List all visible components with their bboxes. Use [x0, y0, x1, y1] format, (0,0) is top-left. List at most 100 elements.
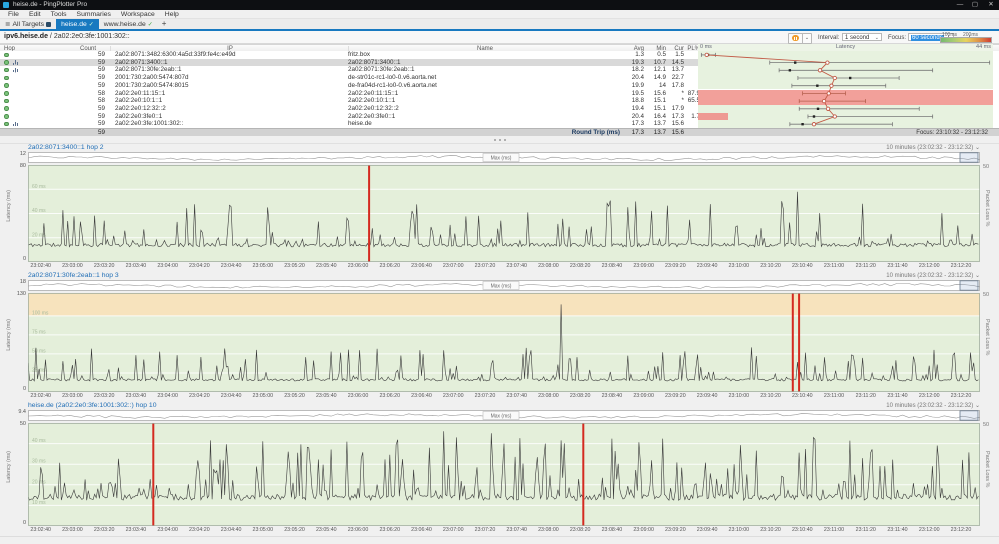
- close-button[interactable]: ✕: [984, 0, 998, 10]
- menu-edit[interactable]: Edit: [24, 10, 46, 19]
- x-axis-tick: 23:09:00: [629, 263, 659, 269]
- x-axis-tick: 23:03:40: [121, 527, 151, 533]
- x-axis-tick: 23:11:40: [882, 263, 912, 269]
- cell-name: 2a02:8071:3400::1: [348, 59, 618, 67]
- tab-all-targets[interactable]: ≣ All Targets: [0, 19, 56, 29]
- x-axis-tick: 23:10:00: [724, 527, 754, 533]
- cell-ip: 2a02:2e0:3fe0::1: [115, 113, 345, 121]
- interval-label: Interval:: [818, 35, 839, 41]
- pane-splitter[interactable]: [0, 136, 999, 144]
- cell-count: 59: [60, 66, 105, 74]
- trace-running-icon: ✓: [89, 21, 94, 28]
- x-axis-tick: 23:10:00: [724, 393, 754, 399]
- menu-summaries[interactable]: Summaries: [72, 10, 116, 19]
- x-axis-tick: 23:07:00: [438, 263, 468, 269]
- x-axis-tick: 23:11:20: [851, 527, 881, 533]
- x-axis-tick: 23:02:40: [26, 263, 56, 269]
- cell-cur: 17.8: [668, 82, 684, 90]
- cell-min: 0.5: [646, 51, 666, 59]
- cell-min: 13.7: [646, 120, 666, 128]
- x-axis-tick: 23:10:20: [756, 527, 786, 533]
- timeline-plot[interactable]: 10 ms20 ms30 ms40 ms: [28, 423, 980, 526]
- packet-loss-marker: [792, 293, 794, 392]
- x-axis-tick: 23:06:20: [375, 527, 405, 533]
- x-axis-tick: 23:09:00: [629, 527, 659, 533]
- latency-color-scale: [940, 37, 992, 43]
- hop-status-icon: [4, 68, 9, 73]
- interval-select[interactable]: 1 second ⌄: [842, 33, 882, 41]
- cell-avg: 19.9: [618, 82, 644, 90]
- pingplotter-window: heise.de - PingPlotter Pro — ▢ ✕ FileEdi…: [0, 0, 999, 544]
- cell-name: fritz.box: [348, 51, 618, 59]
- menu-help[interactable]: Help: [160, 10, 184, 19]
- menu-workspace[interactable]: Workspace: [116, 10, 160, 19]
- tab-heise[interactable]: heise.de ✓: [56, 19, 99, 29]
- x-axis-tick: 23:09:20: [660, 527, 690, 533]
- pause-button[interactable]: [788, 33, 803, 44]
- cell-cur: 13.7: [668, 66, 684, 74]
- graph-period-dropdown[interactable]: 10 minutes (23:02:32 - 23:12:32) ⌄: [886, 272, 980, 279]
- x-axis-tick: 23:07:40: [502, 527, 532, 533]
- menu-tools[interactable]: Tools: [46, 10, 72, 19]
- graph-period-dropdown[interactable]: 10 minutes (23:02:32 - 23:12:32) ⌄: [886, 144, 980, 151]
- x-axis-tick: 23:03:00: [57, 527, 87, 533]
- cell-name: 2a02:2e0:10:1::1: [348, 97, 618, 105]
- x-axis-tick: 23:05:40: [311, 263, 341, 269]
- overview-strip[interactable]: Max (ms): [28, 152, 980, 163]
- target-header: ipv6.heise.de / 2a02:2e0:3fe:1001:302:: …: [0, 31, 999, 44]
- x-axis-tick: 23:09:40: [692, 527, 722, 533]
- y2-axis-max: 50: [983, 422, 989, 428]
- cell-min: 14.9: [646, 74, 666, 82]
- overview-strip[interactable]: Max (ms): [28, 280, 980, 291]
- cell-name: 2a02:8071:30fe:2eab::1: [348, 66, 618, 74]
- timeline-plot[interactable]: 25 ms50 ms75 ms100 ms: [28, 293, 980, 392]
- x-axis-tick: 23:12:20: [946, 393, 976, 399]
- x-axis-tick: 23:10:40: [787, 263, 817, 269]
- minimize-button[interactable]: —: [953, 0, 967, 10]
- tab-www-heise[interactable]: www.heise.de ✓: [99, 19, 158, 29]
- x-axis-tick: 23:06:40: [406, 393, 436, 399]
- packet-loss-marker: [368, 165, 370, 262]
- x-axis-tick: 23:07:20: [470, 263, 500, 269]
- cell-name: 2a02:2e0:12:32::2: [348, 105, 618, 113]
- x-axis-tick: 23:09:40: [692, 263, 722, 269]
- x-axis-tick: 23:02:40: [26, 527, 56, 533]
- new-tab-button[interactable]: +: [158, 19, 171, 29]
- packet-loss-marker: [152, 423, 154, 526]
- maximize-button[interactable]: ▢: [968, 0, 982, 10]
- cell-count: 59: [60, 113, 105, 121]
- svg-text:Max (ms): Max (ms): [491, 414, 512, 420]
- timeline-plot[interactable]: 20 ms40 ms60 ms: [28, 165, 980, 262]
- pause-dropdown-button[interactable]: ⌄: [802, 33, 812, 44]
- x-axis-tick: 23:05:20: [280, 393, 310, 399]
- hop-latency-graph: [698, 51, 993, 128]
- x-axis-tick: 23:10:20: [756, 263, 786, 269]
- x-axis-tick: 23:05:00: [248, 263, 278, 269]
- x-axis-tick: 23:08:00: [533, 527, 563, 533]
- hop-status-icon: [4, 106, 9, 111]
- x-axis-tick: 23:07:20: [470, 393, 500, 399]
- cell-count: 59: [60, 105, 105, 113]
- graph-title-link[interactable]: 2a02:8071:3400::1 hop 2: [28, 144, 104, 151]
- x-axis-tick: 23:09:00: [629, 393, 659, 399]
- cell-ip: 2001:730:2a00:5474:807d: [115, 74, 345, 82]
- x-axis-tick: 23:08:20: [565, 393, 595, 399]
- x-axis-tick: 23:11:40: [882, 393, 912, 399]
- x-axis-tick: 23:05:00: [248, 527, 278, 533]
- cell-name: de-fra04d-rc1-lo0-0.v6.aorta.net: [348, 82, 618, 90]
- graph-title-link[interactable]: heise.de (2a02:2e0:3fe:1001:302::) hop 1…: [28, 402, 157, 409]
- menu-file[interactable]: File: [3, 10, 24, 19]
- x-axis-tick: 23:06:00: [343, 393, 373, 399]
- graph-title-link[interactable]: 2a02:8071:30fe:2eab::1 hop 3: [28, 272, 119, 279]
- x-axis-tick: 23:02:40: [26, 393, 56, 399]
- svg-text:20 ms: 20 ms: [32, 232, 46, 238]
- x-axis-tick: 23:11:20: [851, 263, 881, 269]
- graph-period-dropdown[interactable]: 10 minutes (23:02:32 - 23:12:32) ⌄: [886, 402, 980, 409]
- x-axis-tick: 23:11:00: [819, 527, 849, 533]
- focus-value: 60 seconds: [911, 35, 944, 41]
- cell-cur: 14.5: [668, 59, 684, 67]
- overview-strip[interactable]: Max (ms): [28, 410, 980, 421]
- x-axis-tick: 23:03:00: [57, 393, 87, 399]
- cell-name: 2a02:2e0:3fe0::1: [348, 113, 618, 121]
- menu-bar: FileEditToolsSummariesWorkspaceHelp: [0, 10, 999, 19]
